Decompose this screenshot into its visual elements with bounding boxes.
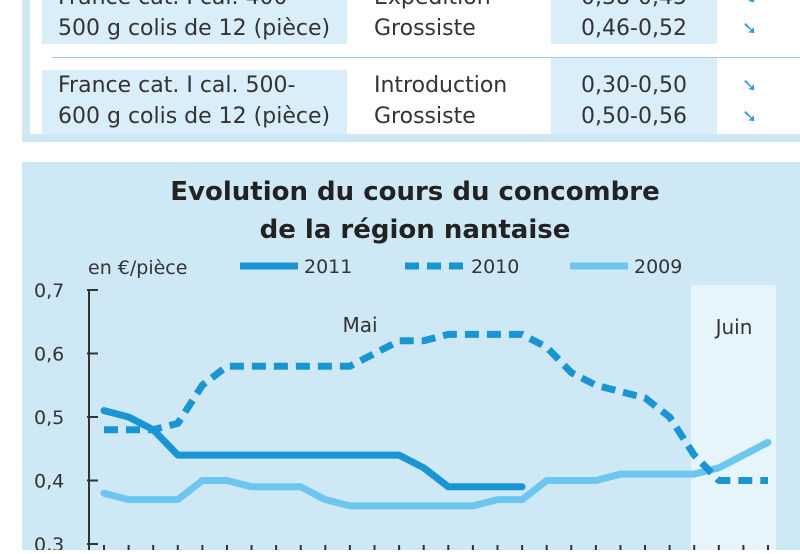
- price-value: 0,30-0,50: [581, 73, 687, 98]
- product-line: 600 g colis de 12 (pièce): [58, 104, 331, 129]
- legend-label-2011: 2011: [304, 256, 352, 278]
- down-right-arrow-icon: ➘: [742, 106, 758, 127]
- product-cell: France cat. I cal. 500- 600 g colis de 1…: [42, 70, 347, 134]
- trend-cell: ➘ ➘: [742, 70, 782, 132]
- axes: 0,3 0,4 0,5 0,6 0,7: [34, 280, 769, 554]
- chart-title: Evolution du cours du concombre: [170, 177, 659, 207]
- price-value: 0,50-0,56: [581, 104, 687, 129]
- y-tick-label: 0,5: [34, 407, 64, 429]
- legend-label-2010: 2010: [471, 256, 519, 278]
- price-value: 0,46-0,52: [581, 16, 687, 41]
- down-right-arrow-icon: ➘: [742, 0, 782, 13]
- y-axis-unit-label: en €/pièce: [88, 257, 187, 279]
- period-label-juin: Juin: [714, 315, 753, 339]
- stage-label: Introduction: [374, 73, 508, 98]
- product-line: France cat. I cal. 400-: [58, 0, 347, 13]
- down-right-arrow-icon: ➘: [742, 18, 758, 39]
- chart-subtitle: de la région nantaise: [260, 215, 571, 245]
- price-cell: 0,30-0,50 0,50-0,56: [551, 58, 717, 134]
- series-group: [100, 330, 772, 510]
- period-label-mai: Mai: [342, 313, 377, 337]
- legend: 2011 2010 2009: [240, 256, 682, 278]
- trend-cell: ➘ ➘: [742, 0, 782, 44]
- price-table: France cat. I cal. 400- 500 g colis de 1…: [22, 0, 800, 142]
- y-tick-label: 0,4: [34, 471, 64, 493]
- stage-label: Grossiste: [374, 16, 476, 41]
- product-cell: France cat. I cal. 400- 500 g colis de 1…: [42, 0, 347, 44]
- product-line: 500 g colis de 12 (pièce): [58, 16, 331, 41]
- stage-label: Expédition: [374, 0, 554, 13]
- chart-panel: Evolution du cours du concombre de la ré…: [22, 162, 800, 554]
- price-value: 0,38-0,45: [551, 0, 717, 13]
- stage-cell: Introduction Grossiste: [374, 70, 554, 132]
- stage-cell: Expédition Grossiste: [374, 0, 554, 44]
- price-chart: Evolution du cours du concombre de la ré…: [34, 177, 776, 554]
- row-divider: [52, 57, 800, 58]
- price-cell: 0,38-0,45 0,46-0,52: [551, 0, 717, 44]
- series-line-2011: [100, 407, 526, 491]
- stage-label: Grossiste: [374, 104, 476, 129]
- series-line-2009: [100, 438, 772, 510]
- product-line: France cat. I cal. 500-: [58, 73, 296, 98]
- legend-label-2009: 2009: [634, 256, 682, 278]
- y-tick-label: 0,3: [34, 534, 64, 550]
- series-line-2010: [104, 330, 768, 484]
- down-right-arrow-icon: ➘: [742, 75, 758, 96]
- y-tick-label: 0,7: [34, 280, 64, 302]
- y-tick-label: 0,6: [34, 344, 64, 366]
- juin-band: [691, 285, 776, 550]
